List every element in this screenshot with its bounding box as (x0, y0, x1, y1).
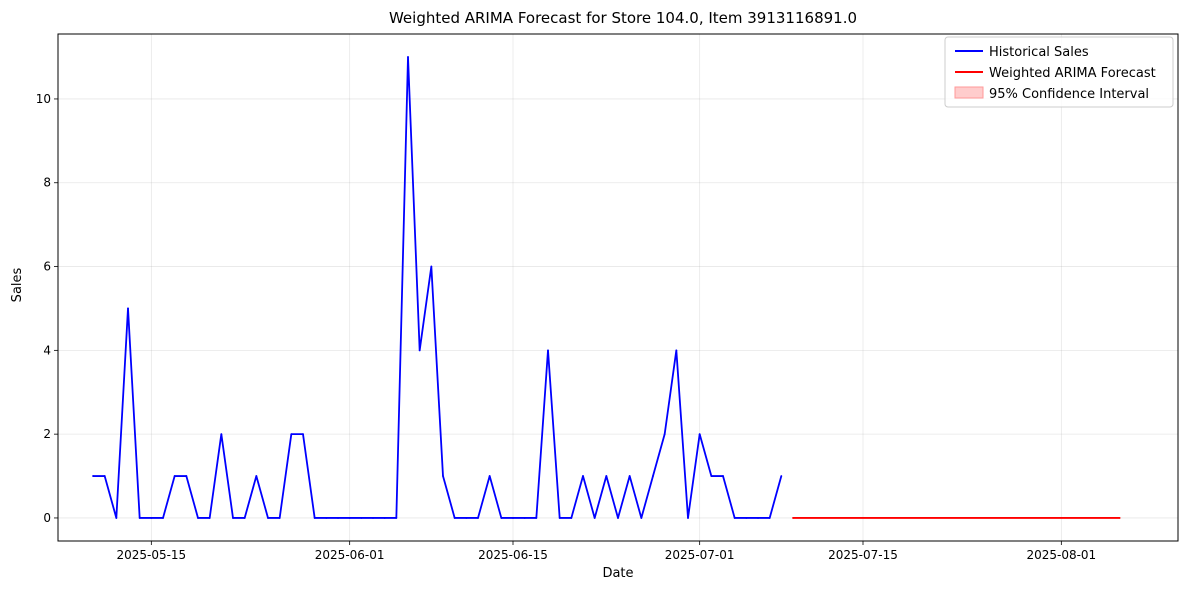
legend-label-historical-sales: Historical Sales (989, 45, 1089, 60)
data-point-historical-sales-13 (243, 517, 246, 519)
data-point-historical-sales-43 (593, 517, 596, 519)
plot-frame (57, 33, 1179, 542)
data-point-historical-sales-23 (360, 517, 363, 519)
data-point-historical-sales-59 (780, 475, 783, 477)
data-point-historical-sales-33 (477, 517, 479, 519)
x-tick-label-5: 2025-08-01 (1026, 548, 1096, 562)
data-point-historical-sales-57 (757, 517, 759, 519)
y-tick-label-2: 4 (43, 343, 51, 357)
data-point-historical-sales-51 (687, 517, 689, 519)
x-tick-label-1: 2025-06-01 (315, 548, 385, 562)
data-point-historical-sales-31 (453, 517, 456, 519)
data-point-historical-sales-55 (733, 517, 736, 519)
data-point-historical-sales-16 (278, 517, 281, 519)
data-point-historical-sales-15 (267, 517, 269, 519)
x-tick-label-2: 2025-06-15 (478, 548, 548, 562)
data-point-historical-sales-44 (605, 475, 608, 477)
data-point-historical-sales-38 (535, 517, 538, 519)
data-point-historical-sales-19 (313, 517, 316, 519)
data-point-historical-sales-7 (173, 475, 176, 477)
y-tick-label-3: 6 (43, 260, 51, 274)
axes-layer: 2025-05-15 2025-06-01 2025-06-15 2025-07-01… (36, 33, 1179, 562)
data-point-historical-sales-41 (570, 517, 573, 519)
data-point-historical-sales-22 (348, 517, 351, 519)
data-point-historical-sales-3 (127, 307, 129, 310)
legend-label-confidence-interval: 95% Confidence Interval (989, 87, 1149, 102)
data-point-historical-sales-0 (92, 475, 94, 477)
data-point-weighted-arima-forecast-1 (1118, 517, 1121, 519)
x-tick-label-3: 2025-07-01 (665, 548, 735, 562)
data-point-historical-sales-21 (337, 517, 339, 519)
data-point-historical-sales-5 (150, 517, 153, 519)
data-point-historical-sales-24 (372, 517, 374, 519)
y-axis-title: Sales (10, 267, 25, 302)
data-point-historical-sales-4 (138, 517, 141, 519)
data-point-historical-sales-30 (442, 475, 444, 477)
data-point-historical-sales-40 (558, 517, 561, 519)
data-point-historical-sales-18 (302, 433, 304, 436)
legend-swatch-confidence-interval (954, 86, 984, 99)
x-tick-label-4: 2025-07-15 (828, 548, 898, 562)
data-point-historical-sales-46 (628, 475, 631, 477)
legend-frame (944, 36, 1174, 108)
x-axis-title: Date (602, 566, 633, 581)
legend: Historical Sales Weighted ARIMA Forecast… (944, 36, 1174, 108)
data-point-historical-sales-52 (698, 433, 701, 436)
chart-title: Weighted ARIMA Forecast for Store 104.0,… (389, 9, 857, 27)
data-point-historical-sales-8 (185, 475, 188, 477)
data-point-historical-sales-27 (407, 56, 409, 58)
data-point-historical-sales-1 (103, 475, 106, 477)
y-tick-label-0: 0 (43, 511, 51, 525)
data-point-historical-sales-9 (197, 517, 199, 519)
series-layer (92, 56, 1121, 519)
data-point-historical-sales-49 (663, 433, 666, 436)
data-point-historical-sales-10 (208, 517, 211, 519)
data-point-historical-sales-32 (465, 517, 468, 519)
x-tick-label-0: 2025-05-15 (116, 548, 186, 562)
data-point-historical-sales-2 (115, 517, 118, 519)
data-point-weighted-arima-forecast-0 (792, 517, 794, 519)
data-point-historical-sales-28 (418, 349, 421, 352)
data-point-historical-sales-54 (722, 475, 724, 477)
data-point-historical-sales-37 (523, 517, 526, 519)
data-point-historical-sales-36 (512, 517, 514, 519)
data-point-historical-sales-47 (640, 517, 643, 519)
y-tick-label-5: 10 (36, 92, 51, 106)
data-point-historical-sales-53 (710, 475, 713, 477)
y-tick-label-1: 2 (43, 427, 51, 441)
data-point-historical-sales-12 (232, 517, 234, 519)
data-point-historical-sales-20 (325, 517, 328, 519)
data-point-historical-sales-14 (255, 475, 258, 477)
data-point-historical-sales-56 (745, 517, 748, 519)
data-point-historical-sales-35 (500, 517, 503, 519)
data-point-historical-sales-39 (547, 349, 549, 352)
data-point-historical-sales-58 (768, 517, 771, 519)
legend-label-weighted-arima-forecast: Weighted ARIMA Forecast (989, 66, 1156, 81)
data-point-historical-sales-6 (162, 517, 164, 519)
data-point-historical-sales-50 (675, 349, 678, 352)
y-tick-label-4: 8 (43, 176, 51, 190)
data-point-historical-sales-17 (290, 433, 293, 436)
data-point-historical-sales-42 (582, 475, 584, 477)
data-point-historical-sales-34 (488, 475, 491, 477)
data-point-historical-sales-25 (383, 517, 386, 519)
data-point-historical-sales-29 (430, 265, 433, 268)
data-point-historical-sales-45 (617, 517, 619, 519)
data-point-historical-sales-26 (395, 517, 398, 519)
series-line-historical-sales (93, 56, 783, 519)
data-point-historical-sales-48 (652, 475, 654, 477)
data-point-historical-sales-11 (220, 433, 223, 436)
